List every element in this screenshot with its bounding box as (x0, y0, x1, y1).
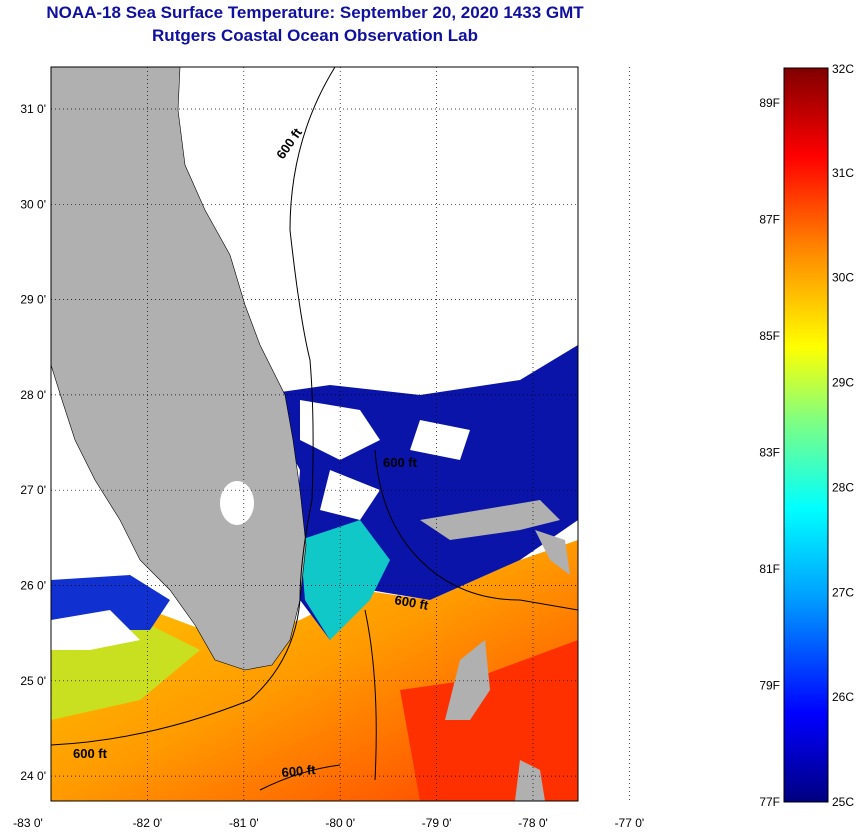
map-subtitle: Rutgers Coastal Ocean Observation Lab (152, 26, 478, 45)
contour-label: 600 ft (281, 762, 317, 780)
colorbar-fahrenheit-label: 79F (759, 678, 780, 692)
colorbar-celsius-label: 25C (832, 795, 854, 809)
colorbar-celsius-labels: 32C 31C 30C 29C 28C 27C 26C 25C (832, 62, 854, 809)
contour-line-600ft (364, 609, 377, 781)
latitude-label: 31 0' (20, 102, 46, 116)
colorbar-celsius-label: 31C (832, 166, 854, 180)
longitude-labels: -83 0' -82 0' -81 0' -80 0' -79 0' -78 0' -77 … (13, 816, 644, 830)
latitude-label: 29 0' (20, 293, 46, 307)
latitude-label: 28 0' (20, 388, 46, 402)
longitude-label: -77 0' (615, 816, 645, 830)
latitude-label: 27 0' (20, 483, 46, 497)
gulf-stream-region (300, 520, 390, 640)
bahamas-island (515, 760, 545, 801)
abaco-island (535, 530, 570, 575)
latitude-label: 25 0' (20, 674, 46, 688)
lake-okeechobee (220, 481, 254, 525)
colorbar-fahrenheit-label: 77F (759, 795, 780, 809)
contour-line-600ft (374, 449, 578, 611)
colorbar-celsius-label: 27C (832, 585, 854, 599)
colorbar-fahrenheit-label: 85F (759, 329, 780, 343)
latitude-labels: 31 0' 30 0' 29 0' 28 0' 27 0' 26 0' 25 0' 24 0' (20, 102, 46, 783)
hot-water-region (400, 640, 578, 801)
latitude-label: 24 0' (20, 769, 46, 783)
longitude-label: -83 0' (13, 816, 43, 830)
contour-label: 600 ft (383, 455, 418, 470)
colorbar-fahrenheit-label: 89F (759, 96, 780, 110)
latitude-label: 30 0' (20, 197, 46, 211)
contour-label: 600 ft (73, 746, 108, 761)
colorbar-fahrenheit-labels: 89F 87F 85F 83F 81F 79F 77F (759, 96, 780, 809)
sst-field (51, 67, 578, 801)
colorbar-celsius-label: 28C (832, 480, 854, 494)
contour-label: 600 ft (393, 592, 430, 613)
longitude-label: -79 0' (422, 816, 452, 830)
longitude-label: -82 0' (133, 816, 163, 830)
colorbar-celsius-label: 30C (832, 271, 854, 285)
cloud-patch (300, 400, 380, 460)
colorbar-celsius-label: 26C (832, 690, 854, 704)
longitude-label: -80 0' (325, 816, 355, 830)
map-title: NOAA-18 Sea Surface Temperature: Septemb… (46, 3, 584, 22)
colorbar-celsius-label: 29C (832, 376, 854, 390)
grand-bahama-island (420, 500, 560, 540)
colorbar (783, 67, 829, 803)
longitude-label: -78 0' (518, 816, 548, 830)
cloud-patch (51, 610, 140, 650)
colorbar-fahrenheit-label: 87F (759, 212, 780, 226)
colorbar-fahrenheit-label: 81F (759, 562, 780, 576)
contour-line-600ft (289, 67, 336, 501)
colorbar-fahrenheit-label: 83F (759, 445, 780, 459)
latitude-label: 26 0' (20, 579, 46, 593)
cloud-patch (320, 470, 380, 520)
colorbar-celsius-label: 32C (832, 62, 854, 76)
contour-line-600ft (259, 764, 341, 791)
andros-island (445, 640, 490, 720)
plot-frame (50, 66, 579, 802)
cloud-patch (410, 420, 470, 460)
longitude-label: -81 0' (229, 816, 259, 830)
contour-line-600ft (51, 499, 313, 746)
